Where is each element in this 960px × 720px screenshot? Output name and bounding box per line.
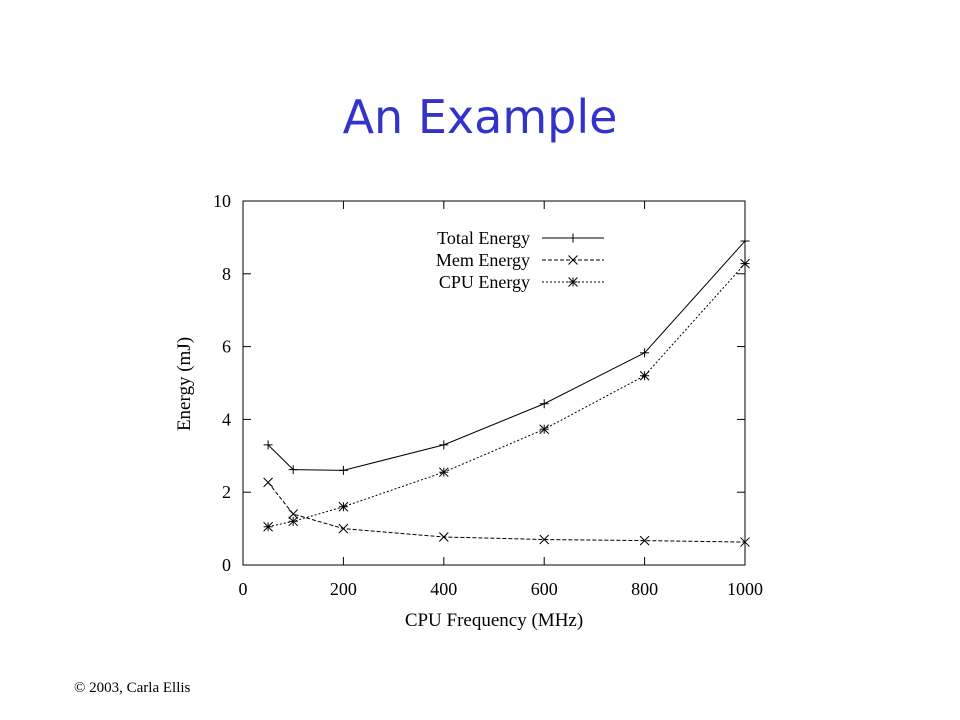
legend-label-mem-energy: Mem Energy <box>436 250 530 270</box>
legend-label-cpu-energy: CPU Energy <box>439 272 530 292</box>
x-tick-label: 800 <box>631 579 658 599</box>
data-point <box>438 467 449 478</box>
data-point <box>740 258 750 269</box>
legend-marker-mem-energy <box>568 255 578 265</box>
series-line-mem-energy <box>267 482 746 543</box>
axis-ticks: 0 200 400 600 800 1000 0 2 4 6 8 10 <box>213 191 763 599</box>
data-point <box>288 465 298 475</box>
data-point <box>639 370 650 381</box>
footer-copyright: © 2003, Carla Ellis <box>74 680 191 696</box>
data-point <box>639 535 650 546</box>
series-cpu-energy <box>263 258 750 532</box>
series-line-cpu-energy <box>267 263 746 528</box>
legend-marker-total-energy <box>568 233 578 243</box>
x-tick-label: 1000 <box>727 579 763 599</box>
y-tick-label: 6 <box>222 337 231 357</box>
data-point <box>539 399 549 409</box>
legend-marker-cpu-energy <box>568 277 578 287</box>
data-point <box>740 236 750 246</box>
data-point <box>263 521 273 532</box>
data-point <box>740 537 750 547</box>
data-point <box>438 532 449 542</box>
x-axis-label: CPU Frequency (MHz) <box>405 610 583 631</box>
x-tick-label: 0 <box>239 579 248 599</box>
data-point <box>263 440 273 450</box>
series-total-energy <box>263 236 750 475</box>
plot-frame <box>242 200 746 566</box>
data-point <box>338 465 348 475</box>
data-point <box>338 523 349 534</box>
x-tick-label: 600 <box>531 579 558 599</box>
y-tick-label: 8 <box>222 264 231 284</box>
data-point <box>539 534 550 545</box>
y-tick-label: 10 <box>213 191 231 211</box>
data-point <box>338 501 349 512</box>
y-axis-label: Energy (mJ) <box>174 337 195 431</box>
y-tick-label: 2 <box>222 482 231 502</box>
x-tick-label: 200 <box>330 579 357 599</box>
y-tick-label: 4 <box>222 409 231 429</box>
data-point <box>439 440 449 450</box>
x-tick-label: 400 <box>430 579 457 599</box>
data-point <box>539 424 550 435</box>
y-tick-label: 0 <box>222 555 231 575</box>
data-point <box>288 516 299 527</box>
series-mem-energy <box>263 477 750 547</box>
data-point <box>640 348 650 358</box>
series-layer <box>263 236 750 547</box>
legend-label-total-energy: Total Energy <box>437 228 530 248</box>
slide-title: An Example <box>342 90 618 144</box>
data-point <box>288 509 299 519</box>
data-point <box>263 477 273 488</box>
